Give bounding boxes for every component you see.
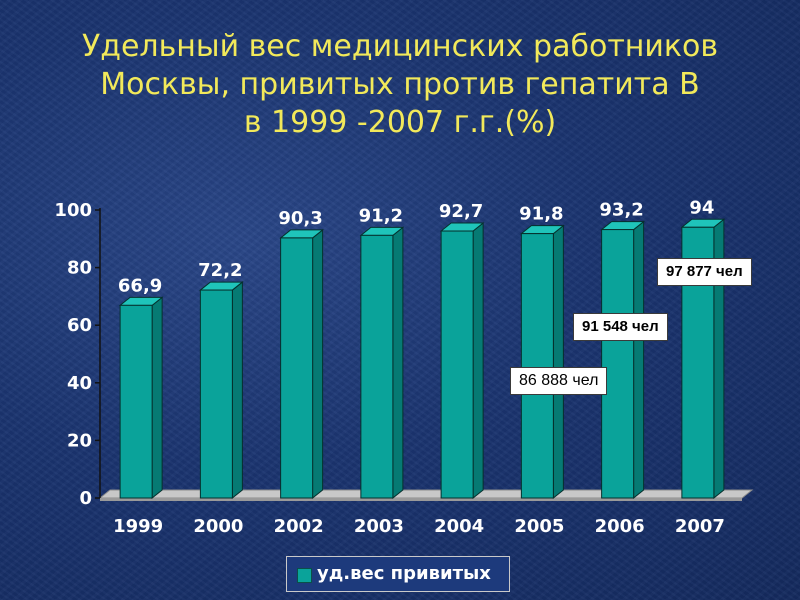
value-label-1999: 66,9 [118,275,162,296]
legend: уд.вес привитых [286,556,510,592]
bar-front [520,233,554,499]
value-label-2002: 90,3 [278,208,322,229]
y-tick-label: 80 [67,258,92,279]
bar-2002 [279,228,325,500]
bar-side [151,296,163,500]
page-title: Удельный вес медицинских работников Моск… [40,28,760,142]
bar-front [440,230,474,499]
x-tick-label-1999: 1999 [113,516,163,537]
bar-front [601,229,635,499]
x-tick-label-2005: 2005 [514,516,564,537]
bar-side [231,281,243,500]
x-tick-label-2003: 2003 [354,516,404,537]
bar-2003 [359,226,405,500]
bar-front [119,304,153,499]
bar-side [312,228,324,500]
legend-swatch [297,568,312,583]
value-label-2006: 93,2 [599,200,643,221]
bar-2005 [519,224,565,500]
bar-side [472,221,484,500]
value-label-2004: 92,7 [439,201,483,222]
bar-1999 [118,296,164,500]
chart-floor [98,489,754,499]
x-tick-label-2004: 2004 [434,516,484,537]
y-tick-label: 100 [54,200,92,221]
chart-floor-edge [100,498,742,501]
x-tick-label-2007: 2007 [675,516,725,537]
y-tick-label: 0 [79,488,92,509]
title-line-3: в 1999 -2007 г.г.(%) [243,105,557,140]
bar-side [392,226,404,500]
bar-front [360,234,394,499]
bar-front [199,289,233,499]
annotation-2005: 86 888 чел [510,367,608,395]
legend-label: уд.вес привитых [317,563,491,584]
bar-front [280,237,314,499]
bar-2004 [439,221,485,500]
y-tick-label: 60 [67,315,92,336]
annotation-2007: 97 877 чел [657,258,752,286]
x-tick-label-2000: 2000 [193,516,243,537]
bar-side [552,224,564,500]
value-label-2003: 91,2 [359,205,403,226]
x-tick-label-2002: 2002 [274,516,324,537]
y-tick-label: 40 [67,373,92,394]
y-tick-label: 20 [67,430,92,451]
annotation-2006: 91 548 чел [573,313,668,341]
title-line-1: Удельный вес медицинских работников [81,29,719,64]
value-label-2005: 91,8 [519,204,563,225]
value-label-2007: 94 [689,197,714,218]
title-line-2: Москвы, привитых против гепатита В [100,67,700,102]
value-label-2000: 72,2 [198,260,242,281]
bar-2000 [198,281,244,500]
bar-side [633,220,645,500]
x-tick-label-2006: 2006 [595,516,645,537]
bar-2006 [600,220,646,500]
